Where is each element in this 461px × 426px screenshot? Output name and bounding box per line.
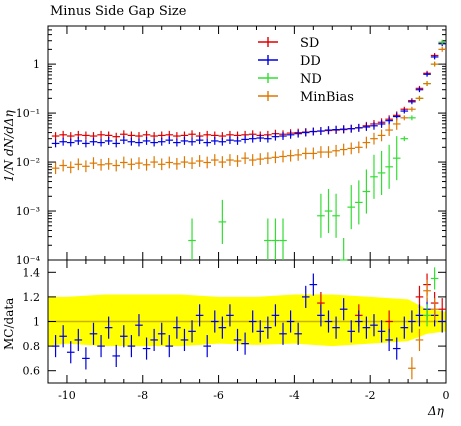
y-tick-label: 1	[33, 58, 40, 71]
y-axis-label: 1/N dN/dΔη	[2, 110, 16, 182]
ratio-tick-label: 0.8	[23, 340, 41, 353]
x-tick-label: -4	[289, 389, 300, 402]
y-tick-label: 10⁻⁴	[16, 254, 41, 267]
chart-title: Minus Side Gap Size	[50, 4, 187, 19]
legend-entry-minbias: MinBias	[300, 90, 354, 105]
x-tick-label: 0	[443, 389, 450, 402]
x-axis-label: Δη	[428, 404, 444, 418]
ratio-tick-label: 1	[33, 316, 40, 329]
x-tick-label: -6	[213, 389, 224, 402]
x-tick-label: -2	[365, 389, 376, 402]
ratio-y-axis-label: MC/data	[2, 297, 16, 350]
legend-entry-nd: ND	[300, 72, 322, 87]
legend-entry-sd: SD	[300, 36, 319, 51]
y-tick-label: 10⁻¹	[16, 107, 40, 120]
x-tick-label: -8	[137, 389, 148, 402]
ratio-tick-label: 1.4	[23, 266, 41, 279]
y-tick-label: 10⁻²	[16, 156, 40, 169]
data-uncertainty-band	[48, 294, 446, 347]
legend-entry-dd: DD	[300, 54, 321, 69]
ratio-tick-label: 0.6	[23, 365, 41, 378]
main-plot-frame	[47, 25, 447, 261]
x-tick-label: -10	[58, 389, 76, 402]
y-tick-label: 10⁻³	[16, 205, 40, 218]
ratio-tick-label: 1.2	[23, 291, 41, 304]
